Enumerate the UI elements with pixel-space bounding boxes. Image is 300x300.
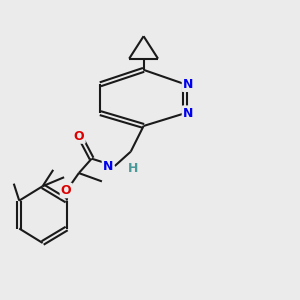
Text: N: N — [183, 78, 193, 91]
Text: O: O — [74, 130, 85, 142]
Text: N: N — [183, 106, 193, 120]
Text: N: N — [103, 160, 113, 172]
Text: O: O — [61, 184, 71, 197]
Text: H: H — [128, 162, 139, 176]
